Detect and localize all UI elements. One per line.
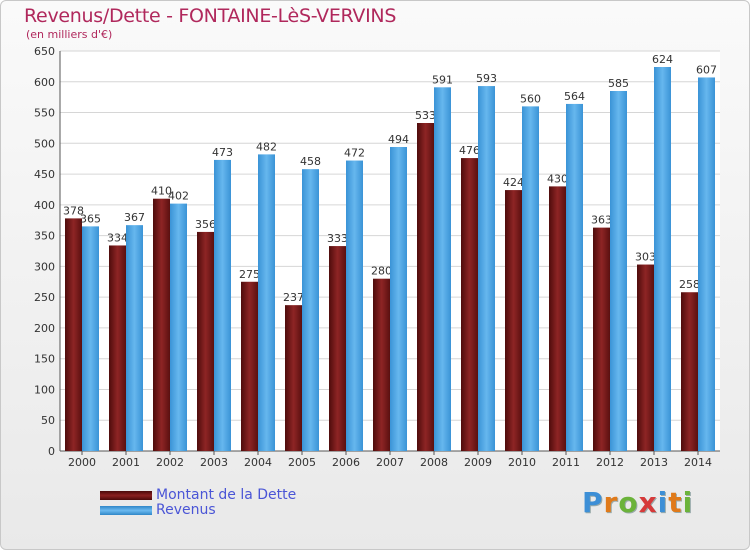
bar-revenue — [698, 77, 715, 451]
bar-revenue — [302, 169, 319, 451]
data-label-debt: 476 — [459, 144, 480, 157]
bar-debt — [637, 264, 654, 451]
data-label-revenue: 494 — [388, 133, 409, 146]
bar-debt — [417, 123, 434, 451]
data-label-revenue: 564 — [564, 90, 585, 103]
data-label-revenue: 482 — [256, 140, 277, 153]
chart-subtitle: (en milliers d'€) — [26, 28, 113, 41]
bar-debt — [109, 245, 126, 451]
data-label-revenue: 560 — [520, 92, 541, 105]
data-label-revenue: 624 — [652, 53, 673, 66]
y-tick-label: 500 — [34, 137, 55, 150]
data-label-debt: 424 — [503, 176, 524, 189]
y-tick-label: 0 — [48, 445, 55, 458]
y-tick-label: 400 — [34, 199, 55, 212]
legend-swatch-revenue — [100, 505, 152, 515]
x-tick-label: 2004 — [244, 456, 272, 469]
data-label-revenue: 367 — [124, 211, 145, 224]
legend-item-revenue: Revenus — [100, 502, 216, 518]
data-label-debt: 333 — [327, 232, 348, 245]
bar-debt — [241, 281, 258, 451]
x-tick-label: 2000 — [68, 456, 96, 469]
bar-revenue — [654, 67, 671, 451]
x-tick-label: 2013 — [640, 456, 668, 469]
data-label-revenue: 607 — [696, 63, 717, 76]
bar-debt — [505, 190, 522, 452]
x-tick-label: 2002 — [156, 456, 184, 469]
y-tick-label: 350 — [34, 230, 55, 243]
proxiti-logo: Proxiti — [582, 486, 694, 519]
chart-title: Revenus/Dette - FONTAINE-LèS-VERVINS — [24, 5, 397, 27]
data-label-debt: 356 — [195, 218, 216, 231]
x-tick-label: 2009 — [464, 456, 492, 469]
data-label-debt: 237 — [283, 291, 304, 304]
bar-revenue — [170, 203, 187, 451]
bar-debt — [373, 278, 390, 451]
bar-revenue — [346, 160, 363, 452]
bar-revenue — [566, 103, 583, 451]
bar-debt — [153, 198, 170, 451]
legend-swatch-debt — [100, 490, 152, 500]
y-tick-label: 250 — [34, 291, 55, 304]
x-tick-label: 2001 — [112, 456, 140, 469]
y-tick-label: 200 — [34, 322, 55, 335]
y-tick-label: 150 — [34, 353, 55, 366]
legend-item-debt: Montant de la Dette — [100, 487, 296, 503]
data-label-debt: 430 — [547, 172, 568, 185]
x-tick-label: 2008 — [420, 456, 448, 469]
bar-debt — [65, 218, 82, 451]
x-tick-label: 2007 — [376, 456, 404, 469]
bar-debt — [681, 292, 698, 451]
bar-debt — [285, 305, 302, 451]
bar-revenue — [478, 86, 495, 452]
data-label-debt: 334 — [107, 231, 128, 244]
data-label-revenue: 473 — [212, 146, 233, 159]
y-tick-label: 550 — [34, 107, 55, 120]
bar-debt — [461, 158, 478, 452]
data-label-revenue: 365 — [80, 212, 101, 225]
bar-debt — [549, 186, 566, 451]
y-tick-label: 600 — [34, 76, 55, 89]
bar-revenue — [390, 147, 407, 451]
data-label-revenue: 458 — [300, 155, 321, 168]
legend-label-debt: Montant de la Dette — [156, 487, 297, 503]
data-label-revenue: 585 — [608, 77, 629, 90]
data-label-debt: 410 — [151, 185, 172, 198]
x-tick-label: 2010 — [508, 456, 536, 469]
data-label-debt: 363 — [591, 214, 612, 227]
y-tick-label: 650 — [34, 45, 55, 58]
y-tick-label: 100 — [34, 383, 55, 396]
data-label-debt: 258 — [679, 278, 700, 291]
x-tick-label: 2003 — [200, 456, 228, 469]
bar-debt — [329, 246, 346, 451]
bar-debt — [197, 231, 214, 451]
data-label-revenue: 593 — [476, 72, 497, 85]
bar-revenue — [434, 87, 451, 452]
bar-revenue — [258, 154, 275, 451]
data-label-revenue: 472 — [344, 147, 365, 160]
bar-revenue — [82, 226, 99, 451]
x-tick-label: 2014 — [684, 456, 712, 469]
bar-revenue — [214, 159, 231, 451]
data-label-debt: 303 — [635, 251, 656, 264]
data-label-debt: 275 — [239, 268, 260, 281]
data-label-debt: 378 — [63, 204, 84, 217]
x-tick-label: 2011 — [552, 456, 580, 469]
data-label-revenue: 402 — [168, 190, 189, 203]
y-tick-label: 450 — [34, 168, 55, 181]
y-tick-label: 50 — [41, 414, 55, 427]
data-label-debt: 280 — [371, 265, 392, 278]
bar-debt — [593, 227, 610, 451]
legend-label-revenue: Revenus — [156, 502, 216, 518]
x-tick-label: 2012 — [596, 456, 624, 469]
bar-revenue — [126, 225, 143, 451]
bar-revenue — [610, 91, 627, 451]
data-label-debt: 533 — [415, 109, 436, 122]
x-tick-label: 2005 — [288, 456, 316, 469]
bar-revenue — [522, 106, 539, 451]
x-tick-label: 2006 — [332, 456, 360, 469]
y-tick-label: 300 — [34, 260, 55, 273]
data-label-revenue: 591 — [432, 73, 453, 86]
